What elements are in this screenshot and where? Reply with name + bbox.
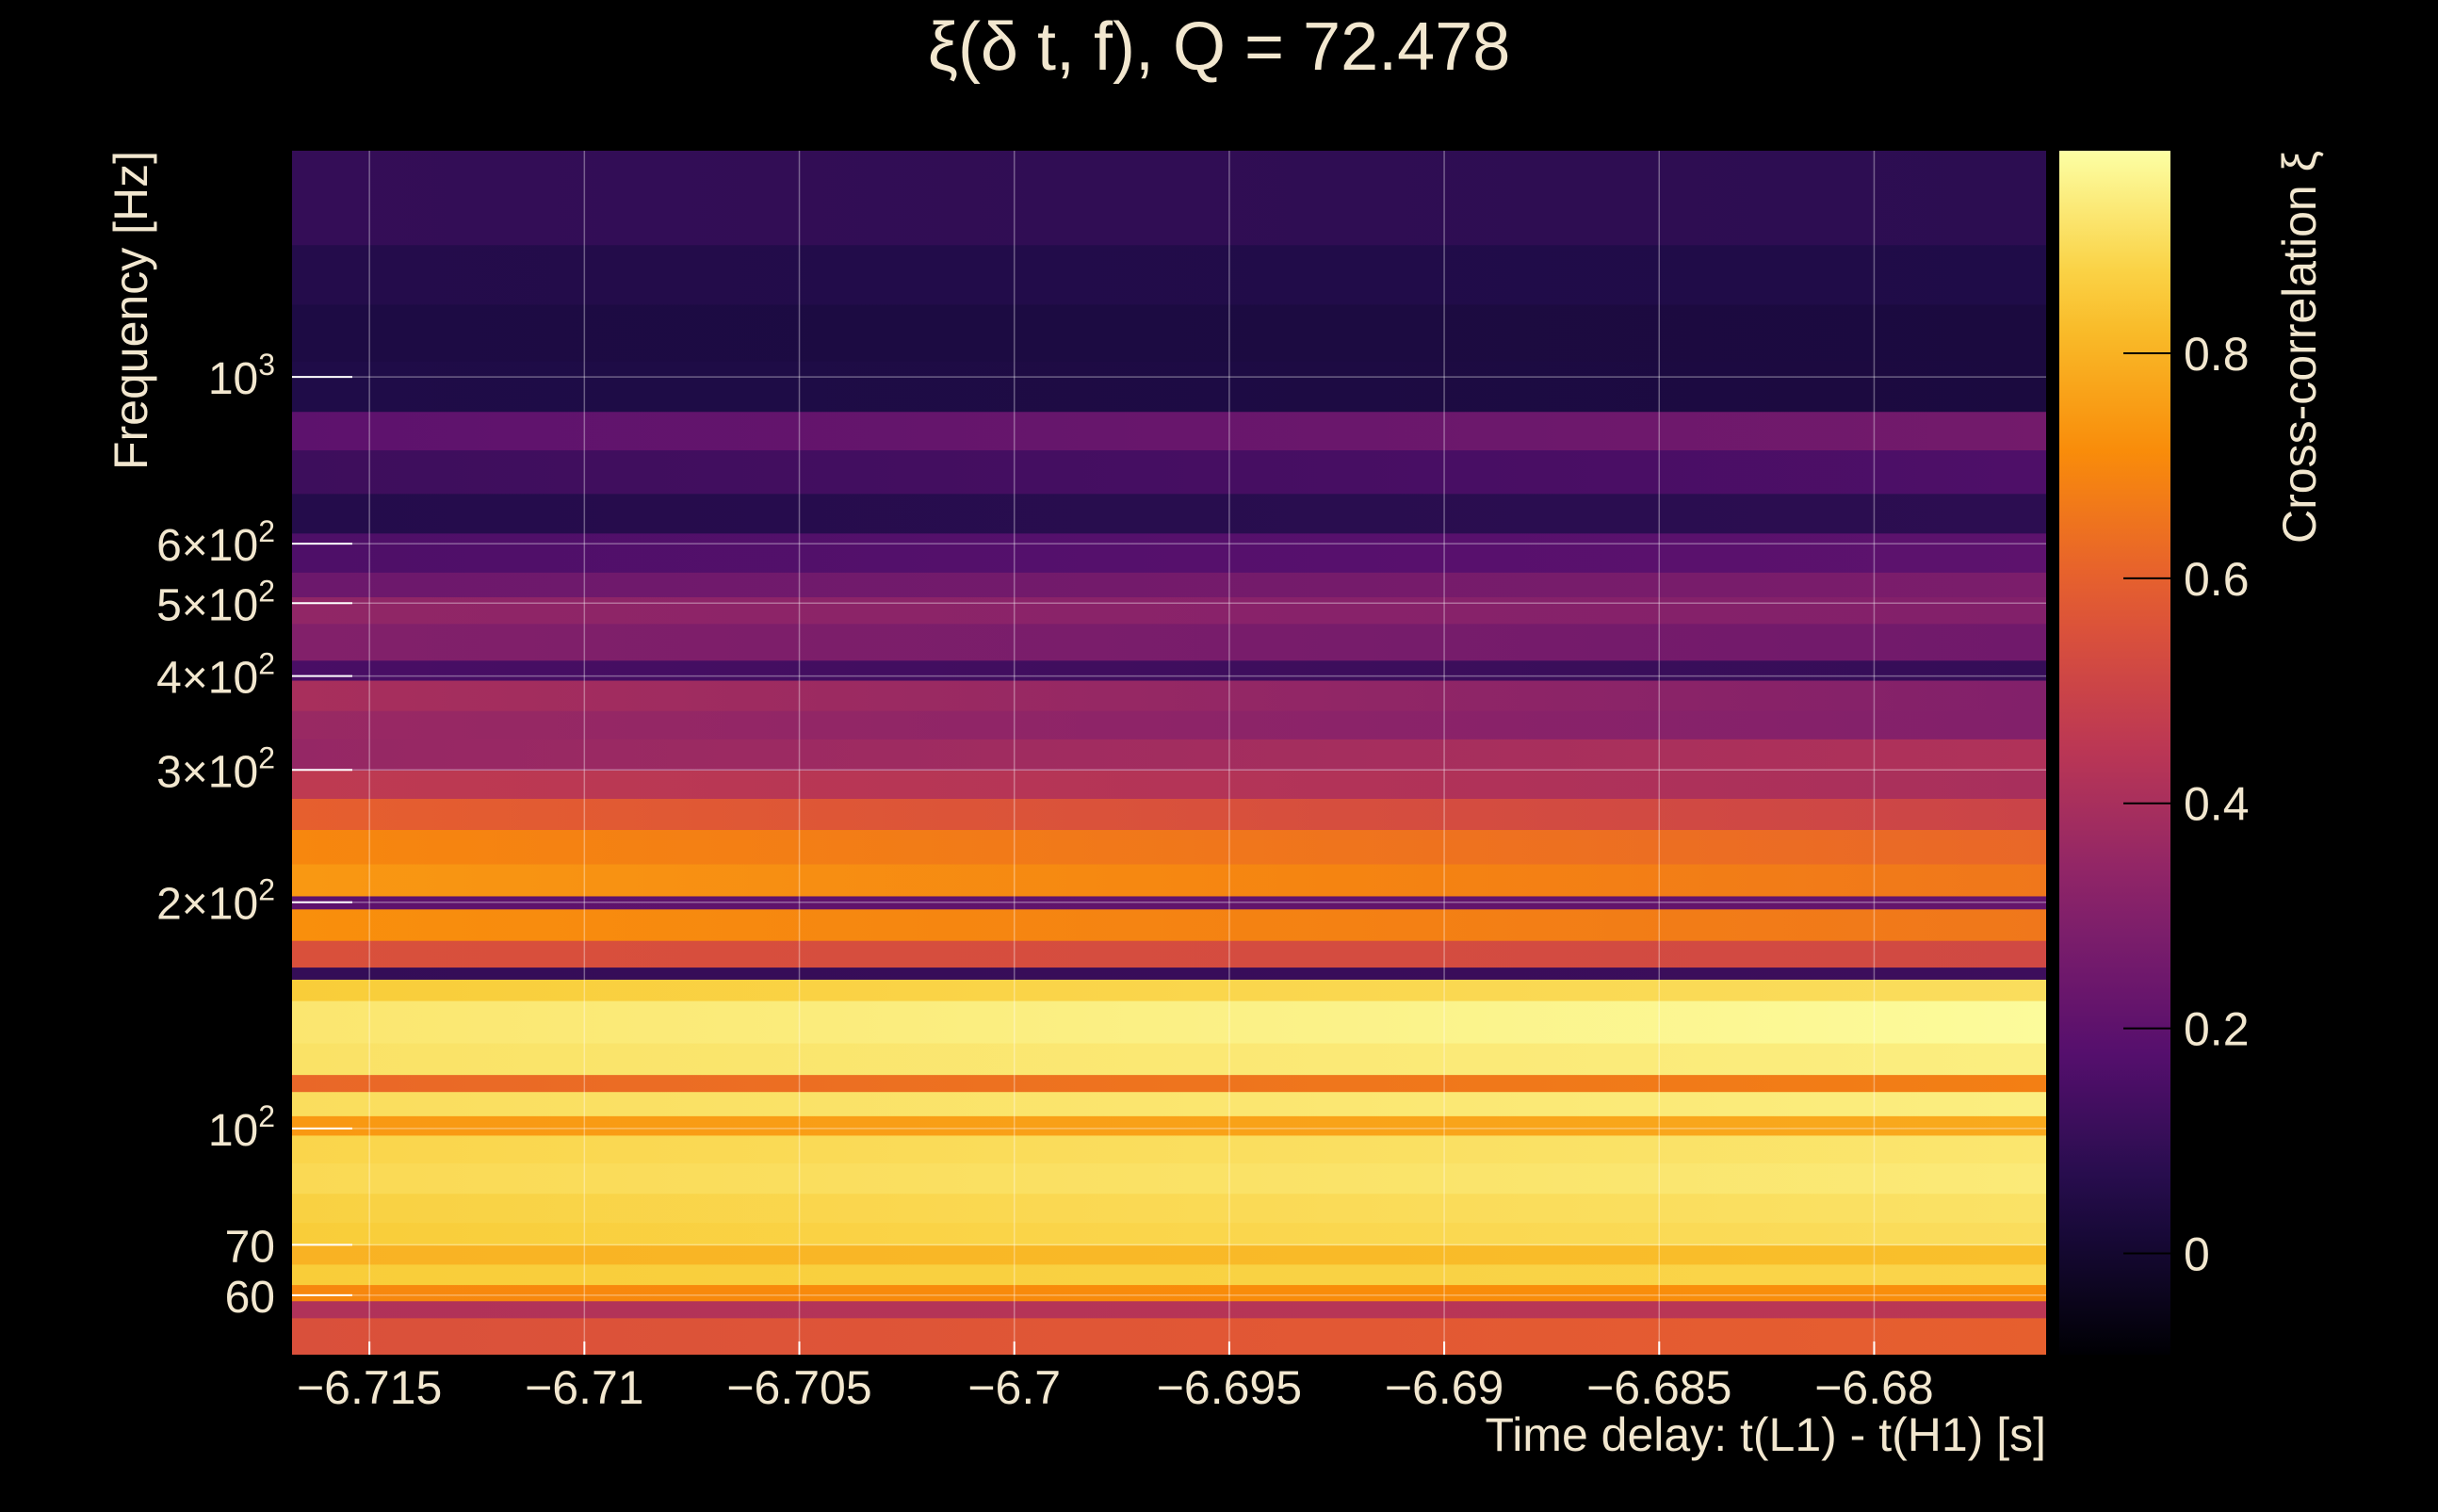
y-axis-label: Frequency [Hz]	[105, 151, 157, 470]
heatmap-band	[292, 623, 2046, 661]
heatmap-band	[292, 493, 2046, 534]
colorbar-tick-label: 0	[2184, 1228, 2210, 1281]
heatmap-band	[292, 770, 2046, 799]
colorbar-tick-label: 0.2	[2184, 1003, 2250, 1056]
x-tick-label: −6.705	[726, 1361, 871, 1414]
x-axis-label: Time delay: t(L1) - t(H1) [s]	[1486, 1408, 2046, 1461]
colorbar	[2059, 151, 2170, 1355]
colorbar-ticks: 0 0.2 0.4 0.6 0.8	[2123, 328, 2250, 1281]
heatmap-band	[292, 908, 2046, 941]
heatmap-band	[292, 411, 2046, 451]
heatmap-band	[292, 596, 2046, 625]
heatmap-band	[292, 1317, 2046, 1355]
heatmap-band	[292, 1042, 2046, 1076]
heatmap-band	[292, 659, 2046, 681]
heatmap-band	[292, 739, 2046, 771]
heatmap-band	[292, 1300, 2046, 1319]
y-tick-label: 103	[208, 348, 275, 404]
y-tick-label: 70	[225, 1222, 275, 1272]
colorbar-label: Cross-correlation ξ	[2273, 151, 2326, 544]
heatmap-band	[292, 863, 2046, 897]
heatmap-band	[292, 361, 2046, 413]
heatmap-band	[292, 895, 2046, 910]
heatmap-band	[292, 1244, 2046, 1265]
heatmap-band	[292, 679, 2046, 711]
grid-lines	[292, 151, 2046, 1355]
chart-title: ξ(δ t, f), Q = 72.478	[928, 9, 1511, 85]
heatmap-band	[292, 798, 2046, 831]
heatmap-band	[292, 710, 2046, 740]
heatmap-band	[292, 1074, 2046, 1093]
heatmap-band	[292, 1134, 2046, 1163]
heatmap-band	[292, 151, 2046, 246]
y-tick-label: 6×102	[156, 514, 275, 571]
colorbar-tick-label: 0.6	[2184, 553, 2250, 606]
y-tick-label: 60	[225, 1273, 275, 1323]
heatmap-band	[292, 1284, 2046, 1302]
heatmap-band	[292, 1193, 2046, 1224]
heatmap-band	[292, 967, 2046, 980]
x-tick-label: −6.69	[1385, 1361, 1504, 1414]
heatmap-band	[292, 1091, 2046, 1116]
heatmap-band	[292, 829, 2046, 865]
heatmap-band	[292, 1115, 2046, 1136]
heatmap-band	[292, 532, 2046, 573]
y-tick-label: 5×102	[156, 574, 275, 630]
y-tick-label: 4×102	[156, 647, 275, 704]
heatmap-band	[292, 1222, 2046, 1246]
x-tick-label: −6.715	[297, 1361, 442, 1414]
x-tick-label: −6.68	[1814, 1361, 1934, 1414]
heatmap-band	[292, 1000, 2046, 1044]
heatmap-band	[292, 940, 2046, 968]
y-tick-label: 102	[208, 1099, 275, 1156]
heatmap-band	[292, 1263, 2046, 1286]
heatmap-band	[292, 449, 2046, 495]
colorbar-tick-label: 0.8	[2184, 328, 2250, 381]
heatmap-band	[292, 572, 2046, 598]
heatmap-band	[292, 244, 2046, 305]
heatmap-band	[292, 1162, 2046, 1195]
y-tick-label: 3×102	[156, 740, 275, 797]
colorbar-tick-label: 0.4	[2184, 778, 2250, 831]
x-axis-ticks: −6.715 −6.71 −6.705 −6.7 −6.695 −6.69 −6.685 −6…	[297, 1341, 1934, 1414]
heatmap-plot-area	[292, 151, 2046, 1355]
heatmap-band	[292, 303, 2046, 362]
x-tick-label: −6.71	[525, 1361, 644, 1414]
y-tick-label: 2×102	[156, 873, 275, 930]
x-tick-label: −6.695	[1157, 1361, 1302, 1414]
heatmap-band	[292, 979, 2046, 1001]
x-tick-label: −6.7	[967, 1361, 1061, 1414]
x-tick-label: −6.685	[1586, 1361, 1731, 1414]
